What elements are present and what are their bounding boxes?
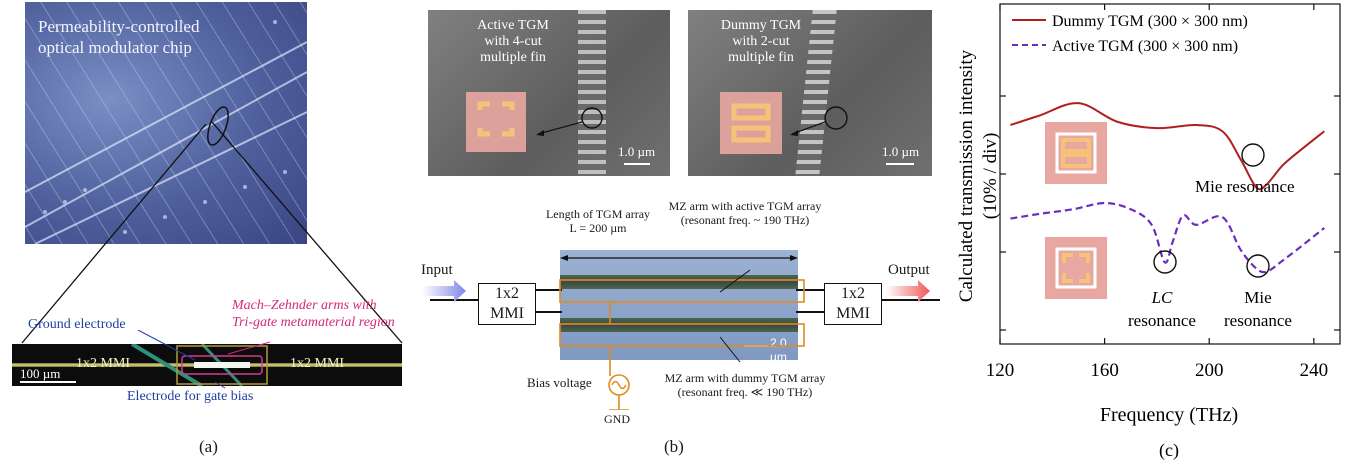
panel-c-label: (c)	[1159, 440, 1179, 461]
sem-dummy-scale: 1.0 µm	[882, 144, 920, 159]
panel-b-label: (b)	[664, 437, 684, 456]
mmi-left-label: 1x2 MMI	[76, 356, 131, 371]
arm-active-line-2: (resonant freq. ~ 190 THz)	[680, 213, 810, 227]
sem-active-scale: 1.0 µm	[618, 144, 656, 159]
mz-arms-label: Mach–Zehnder arms with Tri-gate metamate…	[232, 297, 395, 331]
sem-dummy-line-2: with 2-cut	[732, 34, 790, 49]
x-axis-label: Frequency (THz)	[1100, 404, 1238, 426]
sem-dummy-overlay	[720, 92, 914, 165]
x-tick-labels: 120 160 200 240	[986, 360, 1328, 381]
chip-title-line-1: Permeability-controlled	[38, 17, 200, 36]
sem-fin-array	[578, 10, 606, 176]
lc-label-2: resonance	[1128, 311, 1196, 330]
dummy-arm-strip	[560, 318, 798, 332]
legend-active: Active TGM (300 × 300 nm)	[1052, 38, 1238, 55]
gate-electrode-label: Electrode for gate bias	[127, 389, 254, 404]
lc-marker	[1153, 250, 1177, 274]
bias-voltage-label: Bias voltage	[527, 375, 592, 390]
x-ticks	[999, 4, 1315, 344]
chip-photo	[25, 2, 307, 244]
mmi-output-box: 1x2 MMI	[824, 283, 882, 325]
y-ticks	[1000, 95, 1340, 331]
output-label: Output	[888, 262, 930, 278]
legend-dummy: Dummy TGM (300 × 300 nm)	[1052, 13, 1248, 30]
chip-title-line-2: optical modulator chip	[38, 38, 192, 57]
arm-dummy-label: MZ arm with dummy TGM array (resonant fr…	[650, 371, 840, 399]
sem-active-caption: Active TGM with 4-cut multiple fin	[448, 18, 578, 66]
callout-lines	[137, 330, 271, 389]
mie-bottom-marker	[1246, 254, 1270, 278]
transmission-chart: Dummy TGM (300 × 300 nm) Active TGM (300…	[956, 3, 1341, 461]
sem-active: Active TGM with 4-cut multiple fin 1.0 µ…	[428, 10, 670, 176]
mmi-input-line-1: 1x2	[495, 285, 519, 302]
mmi-input-line-2: MMI	[490, 305, 524, 322]
arm-dummy-line-1: MZ arm with dummy TGM array	[664, 371, 826, 385]
sem-active-overlay	[466, 92, 650, 165]
mz-arms-line-1: Mach–Zehnder arms with	[232, 298, 377, 313]
sem-dummy-line-1: Dummy TGM	[720, 18, 802, 33]
sem-dummy-caption: Dummy TGM with 2-cut multiple fin	[706, 18, 816, 66]
mie-top-marker	[1241, 143, 1265, 167]
series-dummy-line	[1010, 102, 1325, 191]
mmi-scale-bar	[20, 381, 76, 383]
mie-top-label: Mie resonance	[1195, 177, 1295, 196]
modulator-schematic	[422, 255, 940, 410]
panel-a-label: (a)	[199, 437, 218, 456]
mmi-output-line-2: MMI	[836, 305, 870, 322]
x-tick-label: 160	[1090, 360, 1119, 381]
x-tick-label: 200	[1195, 360, 1224, 381]
lc-label-1: LC	[1151, 288, 1173, 307]
input-label: Input	[421, 262, 453, 278]
arm-dummy-line-2: (resonant freq. ≪ 190 THz)	[677, 385, 813, 399]
mz-arms-line-2: Tri-gate metamaterial region	[232, 315, 395, 330]
sem-dummy-line-3: multiple fin	[728, 50, 794, 65]
array-length-line-2: L = 200 µm	[569, 221, 627, 235]
ground-electrode-label: Ground electrode	[28, 317, 126, 332]
chip-waveguide-traces	[25, 20, 307, 244]
sem-dummy: Dummy TGM with 2-cut multiple fin 1.0 µm	[688, 10, 932, 176]
array-length-line-1: Length of TGM array	[545, 207, 651, 221]
sem-active-line-3: multiple fin	[480, 50, 546, 65]
chip-title: Permeability-controlled optical modulato…	[38, 16, 199, 58]
mmi-right-label: 1x2 MMI	[290, 356, 345, 371]
active-unit-cell	[1045, 237, 1107, 299]
mmi-output-line-1: 1x2	[841, 285, 865, 302]
gnd-label: GND	[604, 412, 630, 426]
mmi-photo: 1x2 MMI 1x2 MMI 100 µm	[12, 344, 402, 386]
x-tick-label: 240	[1300, 360, 1329, 381]
mmi-electrodes	[130, 344, 268, 386]
series-active-line	[1010, 201, 1325, 274]
array-length-label: Length of TGM array L = 200 µm	[533, 207, 663, 235]
sem-active-line-2: with 4-cut	[484, 34, 542, 49]
y-axis-label-2: (10% / div)	[980, 133, 1001, 220]
mmi-input-box: 1x2 MMI	[478, 283, 536, 325]
arm-active-label: MZ arm with active TGM array (resonant f…	[650, 199, 840, 227]
y-axis-label-1: Calculated transmission intensity	[956, 49, 977, 302]
x-tick-label: 120	[986, 360, 1015, 381]
zoom-lines	[21, 121, 403, 344]
mie-bottom-label-2: resonance	[1224, 311, 1292, 330]
dummy-unit-cell	[1045, 122, 1107, 184]
mmi-scale-label: 100 µm	[20, 366, 61, 381]
sem-active-line-1: Active TGM	[477, 18, 549, 33]
mie-bottom-label-1: Mie	[1244, 288, 1271, 307]
arm-active-line-1: MZ arm with active TGM array	[668, 199, 822, 213]
